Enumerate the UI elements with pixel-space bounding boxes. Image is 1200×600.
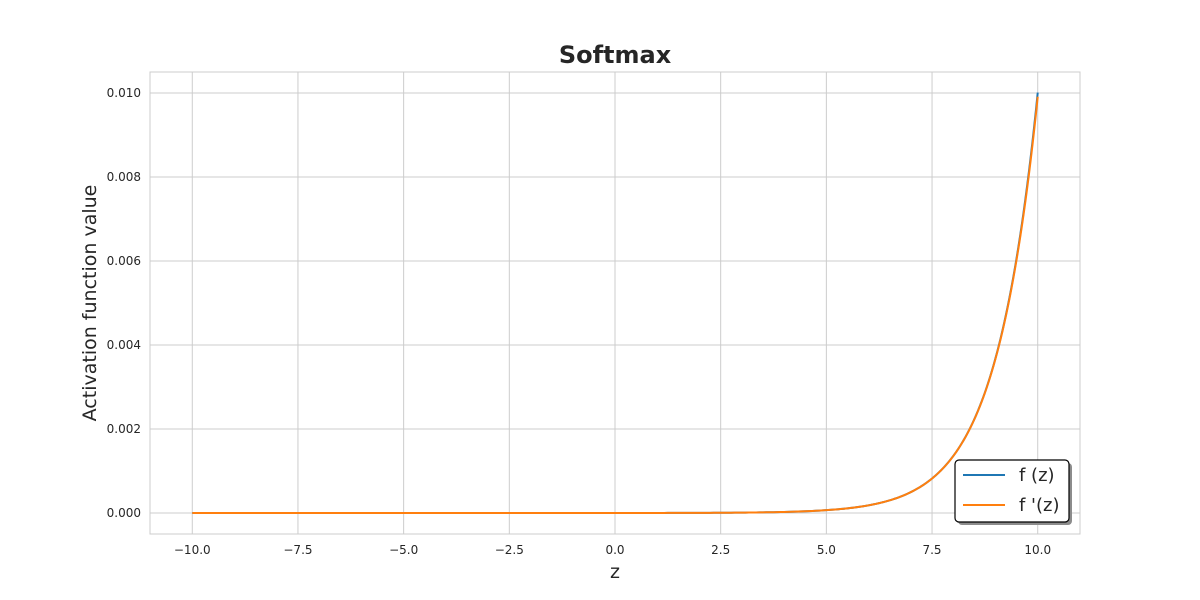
x-tick-label: −10.0 [174,543,211,557]
plot-frame [149,71,1081,535]
chart-title: Softmax [559,41,672,69]
x-tick-label: 0.0 [605,543,624,557]
y-tick-label: 0.004 [107,338,141,352]
x-tick-label: 2.5 [711,543,730,557]
series-line-1 [192,96,1039,514]
x-tick-label: −5.0 [389,543,418,557]
x-tick-label: 5.0 [817,543,836,557]
x-axis-label: z [610,561,620,583]
x-tick-label: 10.0 [1024,543,1051,557]
grid [150,72,1080,534]
y-tick-label: 0.000 [107,506,141,520]
series-layer [192,92,1039,514]
x-axis-ticks: −10.0 −7.5 −5.0 −2.5 0.0 2.5 5.0 7.5 10.0 [174,543,1051,557]
legend-label-f-prime: f '(z) [1019,495,1060,516]
x-tick-label: −7.5 [283,543,312,557]
y-axis-label: Activation function value [79,185,101,422]
y-tick-label: 0.002 [107,422,141,436]
y-axis-ticks: 0.000 0.002 0.004 0.006 0.008 0.010 [107,86,141,520]
legend: f (z) f '(z) [954,459,1072,525]
y-tick-label: 0.006 [107,254,141,268]
y-tick-label: 0.008 [107,170,141,184]
x-tick-label: −2.5 [495,543,524,557]
y-tick-label: 0.010 [107,86,141,100]
legend-label-f: f (z) [1019,465,1055,486]
x-tick-label: 7.5 [922,543,941,557]
